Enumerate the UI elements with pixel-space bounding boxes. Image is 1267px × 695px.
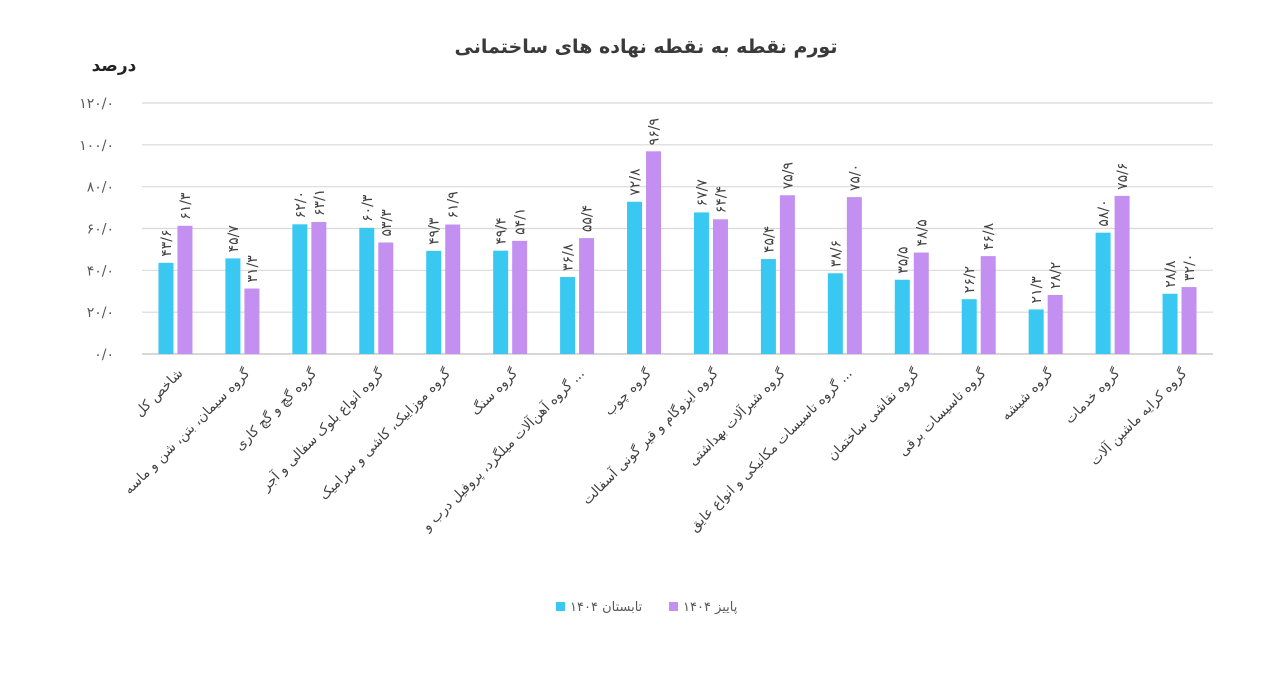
bar-autumn — [779, 195, 795, 354]
bar-summer — [359, 227, 375, 354]
data-label-summer: ۴۹/۳ — [427, 217, 443, 245]
data-label-summer: ۳۶/۸ — [561, 243, 577, 271]
data-label-autumn: ۳۱/۳ — [245, 255, 261, 283]
y-tick-label: ۱۲۰/۰ — [79, 96, 114, 112]
bar-autumn — [913, 252, 929, 354]
legend-label-summer: تابستان ۱۴۰۴ — [570, 600, 643, 615]
bar-summer — [827, 273, 843, 354]
bar-autumn — [646, 151, 662, 354]
legend: تابستان ۱۴۰۴ پاییز ۱۴۰۴ — [556, 600, 738, 615]
y-tick-label: ۱۰۰/۰ — [79, 138, 114, 154]
bar-summer — [760, 259, 776, 354]
bar-autumn — [445, 224, 461, 354]
y-tick-label: ۲۰/۰ — [87, 305, 114, 321]
bar-summer — [426, 250, 442, 354]
y-tick-label: ۴۰/۰ — [87, 263, 114, 279]
data-label-autumn: ۵۵/۴ — [580, 205, 596, 232]
bar-summer — [292, 224, 308, 354]
bar-autumn — [1114, 195, 1130, 354]
data-label-autumn: ۴۶/۸ — [981, 222, 997, 250]
bars — [158, 151, 1197, 354]
bar-summer — [493, 250, 509, 354]
legend-swatch-summer — [556, 602, 565, 611]
data-label-autumn: ۷۵/۰ — [847, 164, 863, 191]
bar-autumn — [846, 197, 862, 354]
data-label-autumn: ۴۸/۵ — [914, 219, 930, 246]
data-label-autumn: ۷۵/۶ — [1115, 163, 1131, 190]
x-tick-label: گروه انواع بلوک سفالی و آجر — [257, 364, 388, 495]
data-label-summer: ۴۵/۴ — [761, 226, 777, 253]
x-tick-label: گروه چوب — [601, 364, 656, 419]
bar-summer — [693, 212, 709, 354]
data-label-summer: ۴۹/۴ — [494, 217, 510, 244]
chart-title: تورم نقطه به نقطه نهاده های ساختمانی — [455, 36, 838, 58]
bar-autumn — [512, 240, 528, 354]
data-label-autumn: ۲۸/۲ — [1048, 262, 1064, 289]
bar-summer — [961, 299, 977, 354]
data-label-autumn: ۶۱/۳ — [178, 192, 194, 220]
bar-autumn — [980, 256, 996, 354]
data-labels: ۴۳/۶ ۴۵/۷ ۶۲/۰ ۶۰/۳ ۴۹/۳ ۴۹/۴ ۳۶/۸ ۷۲/۸ ۶۷/۷ ۴۵/۴… — [159, 118, 1198, 303]
data-label-summer: ۲۸/۸ — [1163, 260, 1179, 288]
x-tick-label: گروه سیمان، بتن، شن و ماسه — [120, 364, 253, 497]
data-label-summer: ۴۳/۶ — [159, 230, 175, 257]
data-label-autumn: ۶۳/۱ — [312, 189, 328, 216]
x-tick-label: گروه خدمات — [1061, 364, 1124, 427]
bar-summer — [560, 277, 576, 354]
bar-autumn — [311, 222, 327, 354]
bar-autumn — [712, 219, 728, 354]
data-label-summer: ۳۸/۶ — [828, 240, 844, 267]
data-label-summer: ۵۸/۰ — [1096, 199, 1112, 226]
bar-summer — [158, 262, 174, 354]
y-tick-label: ۸۰/۰ — [87, 180, 114, 196]
bar-summer — [627, 201, 643, 354]
data-label-autumn: ۵۴/۱ — [513, 208, 529, 235]
bar-autumn — [1047, 295, 1063, 354]
data-label-summer: ۶۷/۷ — [694, 179, 710, 207]
x-tick-label: گروه سنگ — [467, 364, 521, 418]
y-axis-label: درصد — [92, 56, 137, 76]
data-label-summer: ۴۵/۷ — [226, 225, 242, 253]
data-label-autumn: ۶۱/۹ — [446, 191, 462, 218]
bar-autumn — [177, 225, 193, 354]
bar-summer — [1028, 309, 1044, 354]
bar-summer — [225, 258, 241, 354]
bar-autumn — [378, 242, 394, 354]
x-tick-label: گروه ایزوگام و قیر گونی آسفالت — [579, 364, 723, 508]
data-label-autumn: ۵۳/۳ — [379, 209, 395, 237]
data-label-summer: ۶۰/۳ — [360, 194, 376, 222]
x-tick-label: گروه موزاییک، کاشی و سرامیک — [316, 364, 455, 503]
bar-summer — [1162, 293, 1178, 354]
bar-summer — [894, 279, 910, 354]
data-label-summer: ۷۲/۸ — [628, 168, 644, 196]
data-label-autumn: ۹۶/۹ — [647, 118, 663, 145]
data-label-summer: ۲۱/۳ — [1029, 276, 1045, 304]
bar-autumn — [579, 238, 595, 354]
legend-label-autumn: پاییز ۱۴۰۴ — [683, 600, 738, 615]
y-tick-label: ۶۰/۰ — [87, 222, 114, 238]
bar-summer — [1095, 232, 1111, 354]
data-label-autumn: ۶۴/۴ — [713, 186, 729, 213]
data-label-summer: ۲۶/۲ — [962, 266, 978, 293]
y-tick-label: ۰/۰ — [94, 347, 114, 363]
bar-autumn — [1181, 287, 1197, 354]
data-label-summer: ۳۵/۵ — [895, 246, 911, 273]
data-label-autumn: ۷۵/۹ — [780, 162, 796, 189]
y-tick-labels: ۰/۰ ۲۰/۰ ۴۰/۰ ۶۰/۰ ۸۰/۰ ۱۰۰/۰ ۱۲۰/۰ — [79, 96, 114, 363]
data-label-autumn: ۳۲/۰ — [1182, 254, 1198, 281]
data-label-summer: ۶۲/۰ — [293, 191, 309, 218]
bar-autumn — [244, 288, 260, 354]
x-tick-label: شاخص کل — [132, 366, 187, 421]
x-tick-label: گروه شیشه — [997, 364, 1056, 423]
legend-swatch-autumn — [669, 602, 678, 611]
